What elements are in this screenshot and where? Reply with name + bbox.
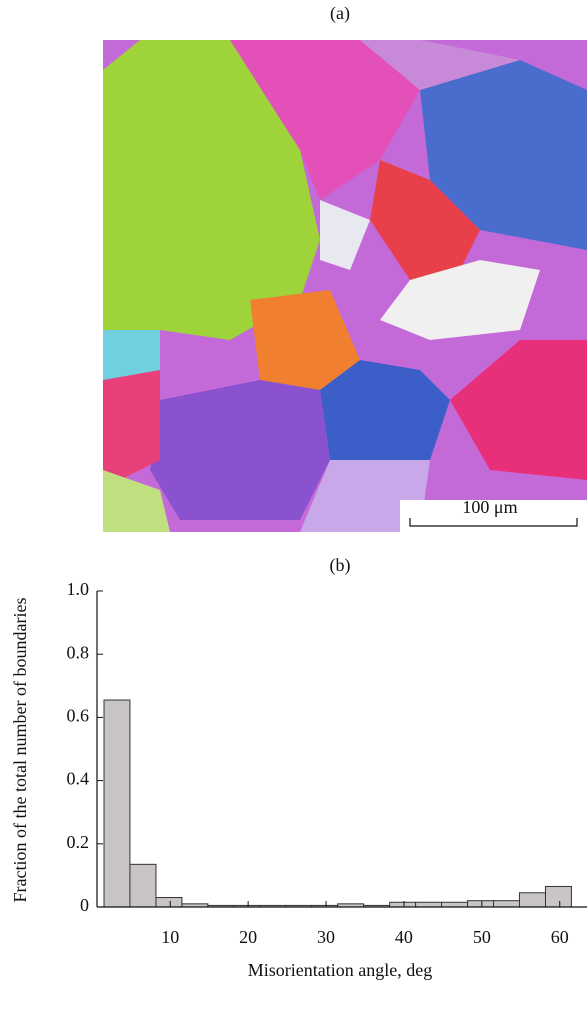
bar bbox=[416, 902, 442, 907]
bar bbox=[519, 893, 545, 907]
x-tick-label: 60 bbox=[551, 927, 569, 947]
bar bbox=[468, 901, 494, 907]
bar bbox=[130, 864, 156, 907]
y-tick-label: 0.4 bbox=[67, 769, 90, 789]
ebsd-map bbox=[103, 40, 587, 532]
x-tick-label: 30 bbox=[317, 927, 335, 947]
y-tick-label: 0.6 bbox=[67, 706, 90, 726]
x-axis-label: Misorientation angle, deg bbox=[248, 960, 432, 980]
x-tick-label: 10 bbox=[161, 927, 179, 947]
bar bbox=[104, 700, 130, 907]
y-tick-label: 1.0 bbox=[67, 579, 90, 599]
panel-label: (a) bbox=[330, 3, 350, 24]
x-tick-label: 40 bbox=[395, 927, 413, 947]
figure: (a) 100 μm (b) Misorientation angle, deg… bbox=[0, 0, 587, 1021]
x-tick-label: 50 bbox=[473, 927, 491, 947]
y-tick-label: 0.8 bbox=[67, 642, 90, 662]
bar bbox=[390, 902, 416, 907]
y-tick-label: 0 bbox=[80, 895, 89, 915]
scale-bar-label: 100 μm bbox=[462, 497, 517, 517]
bar bbox=[156, 898, 182, 907]
y-tick-label: 0.2 bbox=[67, 832, 90, 852]
bar bbox=[442, 902, 468, 907]
bar bbox=[494, 901, 520, 907]
bar bbox=[545, 886, 571, 907]
x-tick-label: 20 bbox=[239, 927, 257, 947]
y-axis-label: Fraction of the total number of boundari… bbox=[10, 598, 30, 903]
chart-title: (b) bbox=[330, 555, 351, 576]
